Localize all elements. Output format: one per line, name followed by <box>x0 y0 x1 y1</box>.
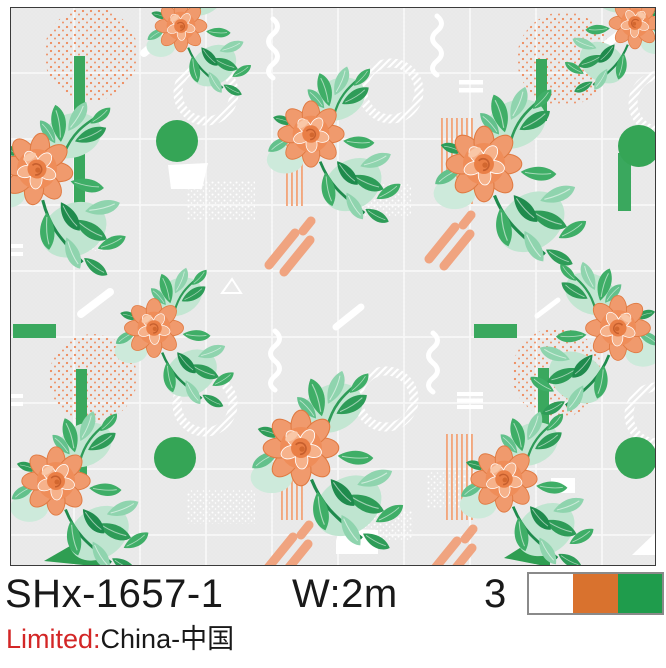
origin-label: Limited:China-中国 <box>6 626 234 653</box>
product-code: SHx-1657-1 <box>5 572 224 616</box>
origin-prefix: Limited: <box>6 624 101 654</box>
colorway-count: 3 <box>484 572 507 616</box>
pattern-artwork <box>11 8 655 565</box>
origin-value: China-中国 <box>100 624 235 654</box>
colorway-swatches <box>527 572 664 615</box>
width-spec: W:2m <box>292 572 398 616</box>
fabric-pattern-image <box>10 7 656 566</box>
swatch-green <box>617 574 662 613</box>
swatch-orange <box>573 574 618 613</box>
swatch-white <box>529 574 574 613</box>
